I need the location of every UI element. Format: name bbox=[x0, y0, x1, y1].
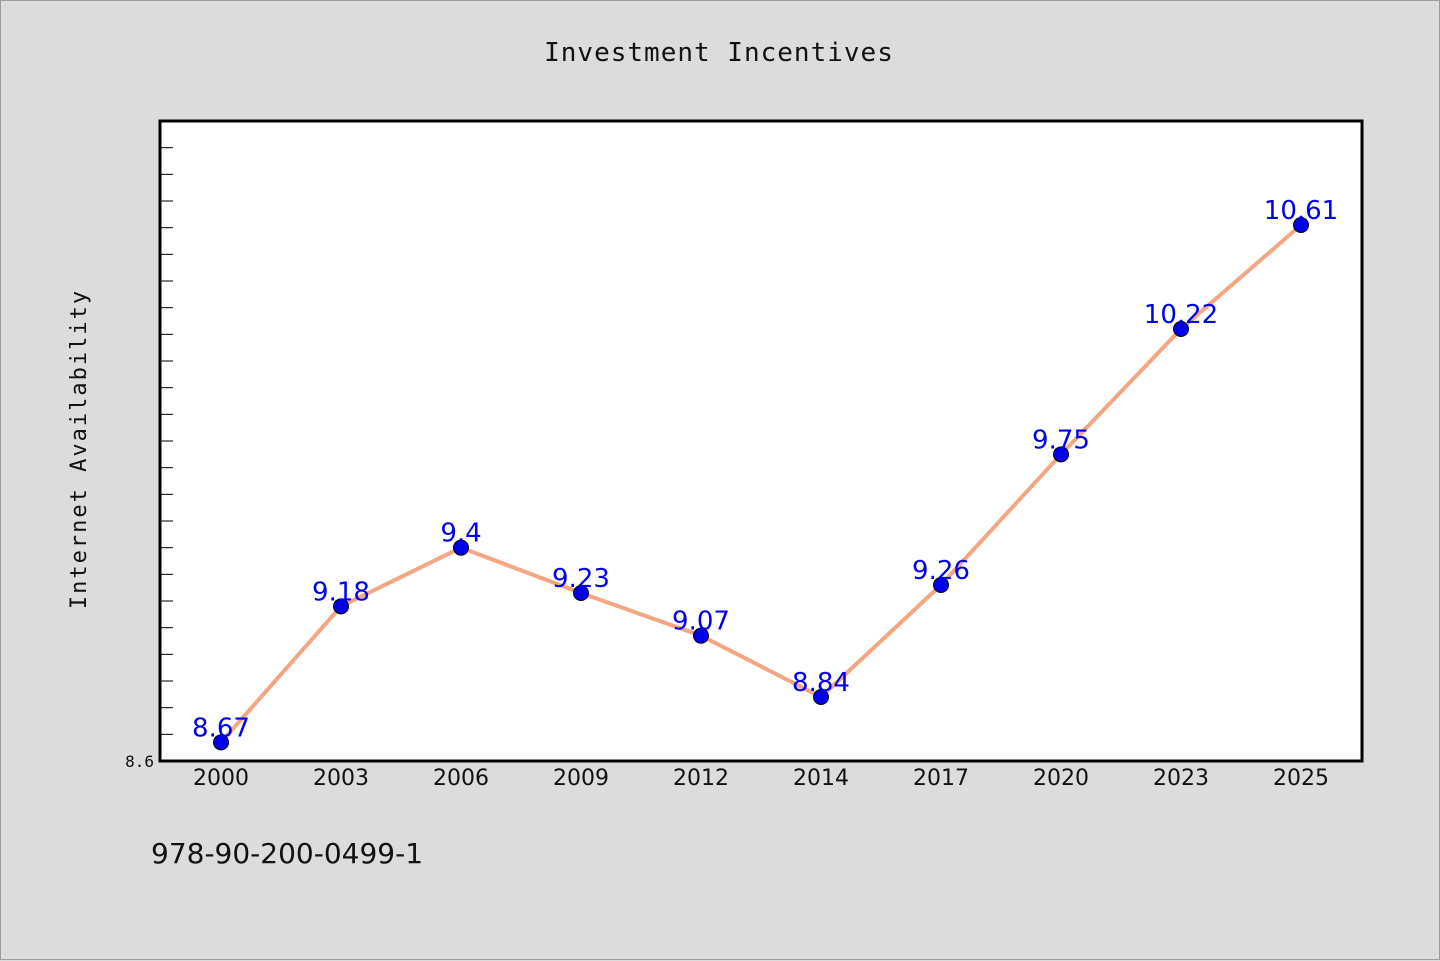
data-label-layer: 8.67 9.18 9.4 9.23 9.07 8.84 9.26 9.75 10.22 10.6… bbox=[192, 196, 1338, 743]
x-tick-label: 2003 bbox=[313, 766, 369, 791]
x-tick-label: 2009 bbox=[553, 766, 609, 791]
data-label: 9.07 bbox=[672, 607, 730, 637]
x-tick-label: 2006 bbox=[433, 766, 489, 791]
data-point bbox=[813, 689, 829, 705]
plot-area bbox=[160, 121, 1362, 761]
y-axis-label: Internet Availability bbox=[67, 289, 92, 609]
data-label: 10.61 bbox=[1264, 196, 1338, 226]
data-label: 9.4 bbox=[440, 519, 481, 549]
data-point bbox=[213, 734, 229, 751]
data-label: 9.23 bbox=[552, 564, 610, 594]
series-line-layer bbox=[219, 223, 1303, 744]
data-point bbox=[933, 577, 949, 593]
data-label: 9.18 bbox=[312, 577, 370, 607]
x-tick-label: 2012 bbox=[673, 766, 729, 791]
x-tick-labels: 2000 2003 2006 2009 2012 2014 2017 2020 2023 2025 bbox=[193, 766, 1329, 791]
x-tick-label: 2025 bbox=[1273, 766, 1329, 791]
data-label: 9.75 bbox=[1032, 425, 1090, 455]
chart-title: Investment Incentives bbox=[544, 38, 894, 68]
data-point bbox=[453, 539, 469, 556]
data-point bbox=[573, 585, 589, 601]
x-tick-label: 2017 bbox=[913, 766, 969, 791]
data-point bbox=[1173, 321, 1189, 337]
series-line bbox=[219, 223, 1303, 744]
series-marker-layer bbox=[213, 217, 1309, 751]
data-point bbox=[693, 627, 709, 644]
data-label: 10.22 bbox=[1144, 300, 1218, 330]
x-tick-label: 2020 bbox=[1033, 766, 1089, 791]
x-tick-label: 2014 bbox=[793, 766, 849, 791]
plot-border bbox=[158, 119, 1364, 763]
data-point bbox=[1053, 446, 1069, 463]
x-tick-label: 2000 bbox=[193, 766, 249, 791]
data-label: 8.67 bbox=[192, 713, 250, 743]
x-tick-label: 2023 bbox=[1153, 766, 1209, 791]
y-tick-labels: 8.6 bbox=[125, 752, 154, 771]
data-label: 9.26 bbox=[912, 556, 970, 586]
data-point bbox=[333, 598, 349, 615]
y-minor-ticks bbox=[160, 147, 173, 735]
data-point bbox=[1293, 217, 1309, 233]
isbn-footer: 978-90-200-0499-1 bbox=[151, 837, 423, 870]
y-tick-label: 8.6 bbox=[125, 752, 154, 771]
data-label: 8.84 bbox=[792, 668, 850, 698]
